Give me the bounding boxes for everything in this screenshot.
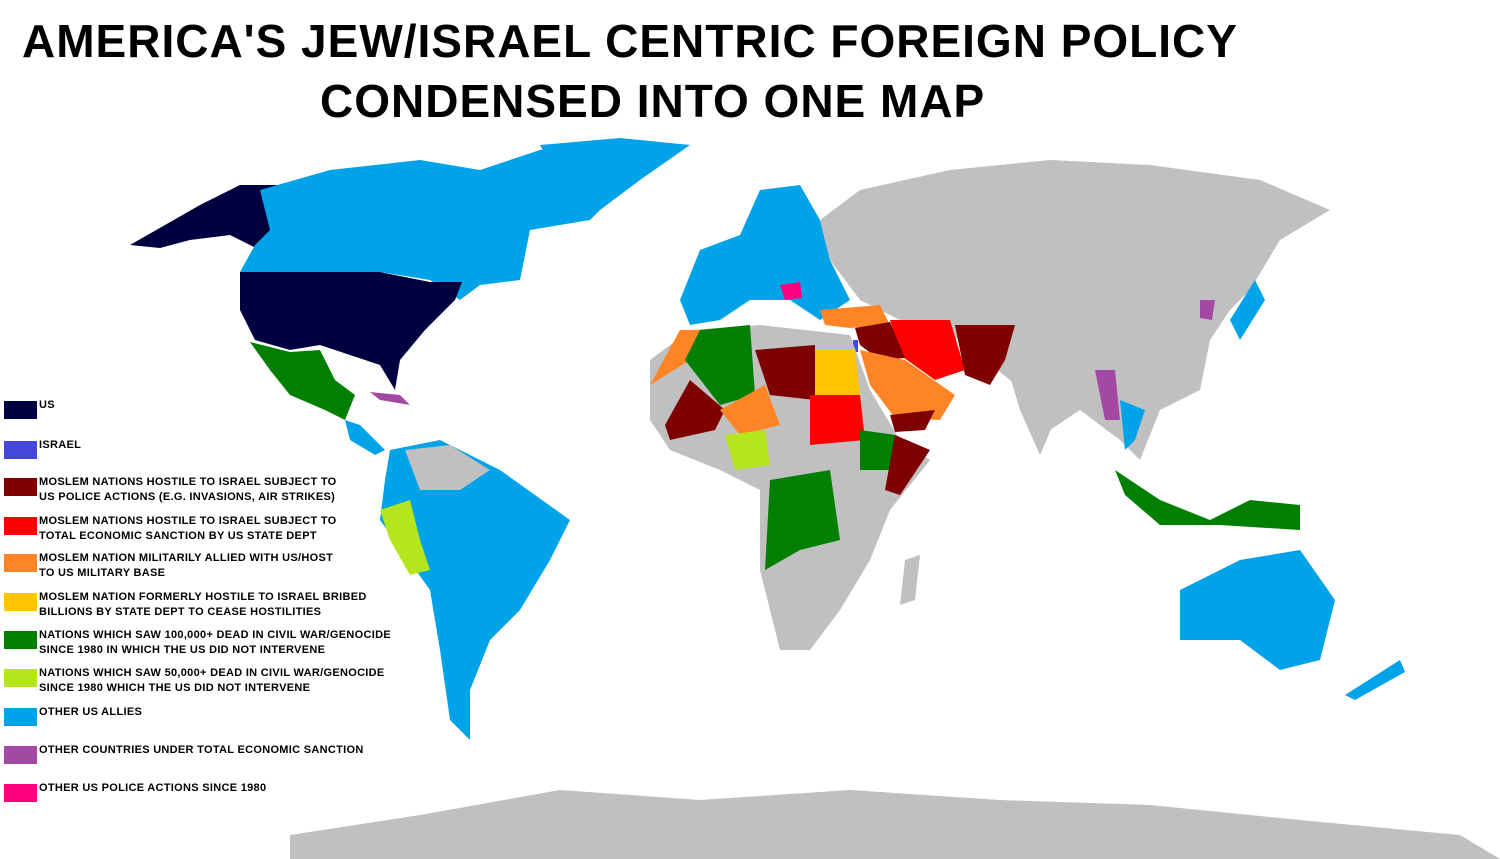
region-mexico [250,342,355,420]
region-indonesia [1115,470,1300,530]
legend-label: MOSLEM NATION FORMERLY HOSTILE TO ISRAEL… [39,591,367,618]
region-saudi-arabia [860,350,955,420]
region-australia [1180,550,1335,670]
legend-item-us: US [4,398,55,419]
region-libya [755,345,815,400]
legend-label: MOSLEM NATIONS HOSTILE TO ISRAEL SUBJECT… [39,476,337,503]
region-japan [1230,280,1265,340]
region-balkans [780,282,802,300]
legend-swatch [4,708,37,726]
legend-swatch [4,784,37,802]
legend-item-israel: ISRAEL [4,438,81,459]
region-new-zealand [1345,660,1405,700]
region-ethiopia [860,430,895,470]
region-algeria [685,325,755,405]
region-yemen [890,410,935,432]
legend-swatch [4,517,37,535]
region-central-america [345,420,385,455]
legend-label: NATIONS WHICH SAW 50,000+ DEAD IN CIVIL … [39,667,385,694]
region-europe [680,185,850,325]
legend-item-allies: OTHER US ALLIES [4,705,142,726]
region-caribbean [370,392,410,405]
region-afghanistan-pakistan [955,325,1015,385]
region-north-korea [1200,300,1215,320]
region-nigeria [725,430,770,470]
map-title-line-1: AMERICA'S JEW/ISRAEL CENTRIC FOREIGN POL… [22,15,1238,67]
region-myanmar [1095,370,1120,420]
region-morocco [650,330,700,385]
map-title-line-2: CONDENSED INTO ONE MAP [320,75,986,127]
legend-item-sanction_other: OTHER COUNTRIES UNDER TOTAL ECONOMIC SAN… [4,743,364,764]
region-iraq-syria [855,322,905,360]
region-south-america [380,440,570,740]
region-greenland [540,138,690,220]
legend-label: OTHER US ALLIES [39,706,143,718]
legend-label: MOSLEM NATIONS HOSTILE TO ISRAEL SUBJECT… [39,515,337,542]
legend-item-allied: MOSLEM NATION MILITARILY ALLIED WITH US/… [4,551,333,581]
region-sudan [810,395,865,445]
region-asia [820,160,1330,460]
region-india [1005,360,1090,455]
legend-label: ISRAEL [39,439,82,451]
legend-item-hostile_police: MOSLEM NATIONS HOSTILE TO ISRAEL SUBJECT… [4,475,337,505]
legend-label: OTHER COUNTRIES UNDER TOTAL ECONOMIC SAN… [39,744,364,756]
legend-label: NATIONS WHICH SAW 100,000+ DEAD IN CIVIL… [39,629,391,656]
legend-label: US [39,399,55,411]
legend-swatch [4,478,37,496]
region-thailand [1120,400,1145,450]
region-somalia [885,435,930,495]
legend-label: OTHER US POLICE ACTIONS SINCE 1980 [39,782,267,794]
region-mali [665,380,725,440]
region-congo [765,470,840,570]
region-alaska [130,185,300,250]
legend-item-bribed: MOSLEM NATION FORMERLY HOSTILE TO ISRAEL… [4,590,367,620]
region-antarctica [290,790,1500,859]
legend-swatch [4,746,37,764]
region-peru [380,500,430,575]
legend-item-police_other: OTHER US POLICE ACTIONS SINCE 1980 [4,781,266,802]
legend-swatch [4,631,37,649]
legend-label: MOSLEM NATION MILITARILY ALLIED WITH US/… [39,552,334,579]
region-turkey [820,305,890,328]
legend-swatch [4,401,37,419]
legend-item-hostile_sanction: MOSLEM NATIONS HOSTILE TO ISRAEL SUBJECT… [4,514,337,544]
region-usa [240,272,462,390]
region-egypt [815,350,860,395]
region-madagascar [900,555,920,605]
region-niger-chad [720,385,780,435]
legend-item-dead50k: NATIONS WHICH SAW 50,000+ DEAD IN CIVIL … [4,666,385,696]
region-iran [890,320,965,380]
legend-swatch [4,441,37,459]
legend-swatch [4,554,37,572]
legend-swatch [4,669,37,687]
region-venezuela-colombia [405,445,490,490]
legend-item-dead100k: NATIONS WHICH SAW 100,000+ DEAD IN CIVIL… [4,628,391,658]
legend-swatch [4,593,37,611]
